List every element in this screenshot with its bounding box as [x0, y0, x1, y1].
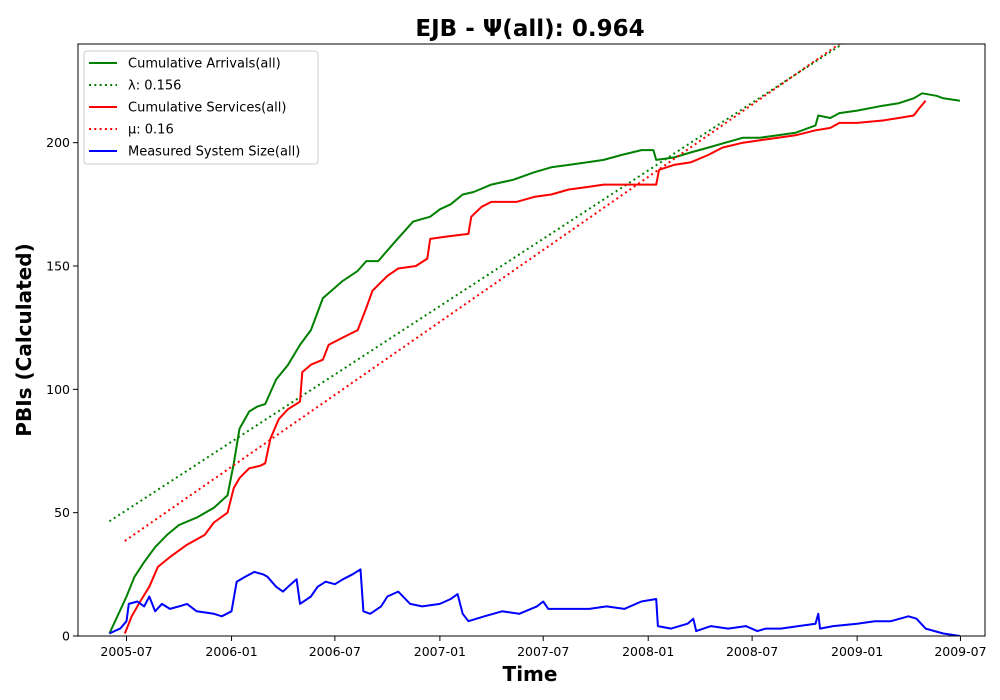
plot-frame — [77, 43, 986, 637]
chart-title: EJB - Ψ(all): 0.964 — [415, 16, 644, 42]
x-tick-label: 2008-01 — [622, 644, 674, 659]
legend-label-1: λ: 0.156 — [128, 79, 181, 94]
y-tick-label: 100 — [46, 382, 70, 397]
x-tick-label: 2006-01 — [205, 644, 257, 659]
x-tick-label: 2008-07 — [726, 644, 778, 659]
legend-label-2: Cumulative Services(all) — [128, 101, 286, 116]
y-axis-title: PBIs (Calculated) — [12, 243, 36, 436]
legend-label-3: μ: 0.16 — [128, 123, 174, 138]
y-tick-label: 150 — [46, 259, 70, 274]
series-layer — [108, 44, 961, 636]
legend-label-0: Cumulative Arrivals(all) — [128, 57, 281, 72]
x-axis: 2005-07 2006-01 2006-07 2007-01 2007-07 2008-… — [100, 636, 987, 659]
x-tick-label: 2006-07 — [309, 644, 361, 659]
y-tick-label: 0 — [62, 629, 70, 644]
series-line-2 — [123, 100, 927, 634]
series-line-0 — [108, 92, 961, 634]
x-tick-label: 2009-01 — [831, 644, 883, 659]
legend-box — [83, 50, 319, 165]
y-axis: 0 50 100 150 200 — [46, 135, 78, 644]
y-tick-label: 200 — [46, 135, 70, 150]
x-tick-label: 2007-07 — [517, 644, 569, 659]
x-tick-label: 2009-07 — [934, 644, 986, 659]
y-tick-label: 50 — [54, 505, 70, 520]
x-tick-label: 2007-01 — [414, 644, 466, 659]
series-line-4 — [108, 568, 961, 636]
legend: Cumulative Arrivals(all) λ: 0.156 Cumulati… — [83, 50, 319, 165]
x-tick-label: 2005-07 — [100, 644, 152, 659]
x-axis-title: Time — [503, 662, 558, 686]
legend-label-4: Measured System Size(all) — [128, 145, 300, 160]
